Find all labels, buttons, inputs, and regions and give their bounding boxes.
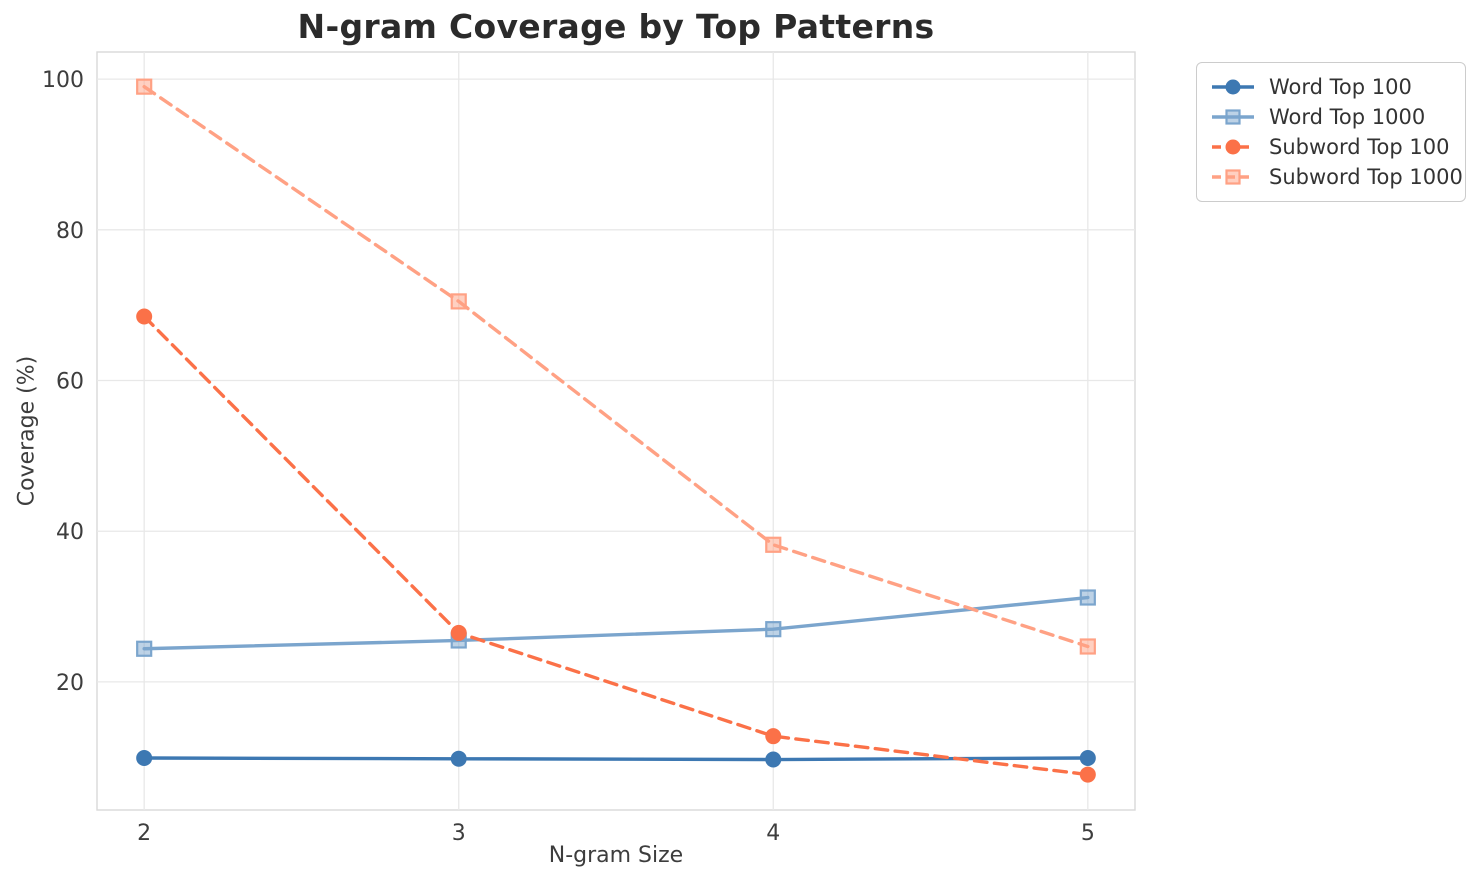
legend-swatch-word-top-100 bbox=[1212, 79, 1254, 95]
y-axis-label: Coverage (%) bbox=[14, 355, 40, 507]
marker-subword-top-100-x3 bbox=[450, 624, 467, 641]
legend-label: Subword Top 1000 bbox=[1269, 165, 1463, 189]
legend-label: Word Top 1000 bbox=[1269, 105, 1426, 129]
y-tick-label-40: 40 bbox=[56, 520, 84, 545]
marker-subword-top-1000-x3 bbox=[450, 293, 467, 310]
plot-area bbox=[96, 51, 1136, 811]
series-line-word-top-100 bbox=[142, 756, 1090, 762]
marker-word-top-100-x4 bbox=[765, 751, 782, 768]
marker-word-top-100-x5 bbox=[1079, 750, 1096, 767]
marker-subword-top-1000-x4 bbox=[765, 536, 782, 553]
y-tick-label-20: 20 bbox=[56, 671, 84, 696]
series-line-word-top-1000 bbox=[142, 595, 1090, 651]
legend-marker-word-top-1000 bbox=[1225, 109, 1241, 125]
x-tick-label-2: 2 bbox=[137, 821, 151, 846]
marker-word-top-1000-x5 bbox=[1079, 589, 1096, 606]
marker-word-top-1000-x4 bbox=[765, 621, 782, 638]
marker-subword-top-100-x4 bbox=[765, 728, 782, 745]
x-tick-label-4: 4 bbox=[766, 821, 780, 846]
marker-subword-top-1000-x5 bbox=[1079, 638, 1096, 655]
legend-item-word-top-1000: Word Top 1000 bbox=[1209, 102, 1453, 132]
legend-swatch-subword-top-1000 bbox=[1212, 169, 1254, 185]
marker-subword-top-1000-x2 bbox=[136, 78, 153, 95]
y-tick-label-80: 80 bbox=[56, 219, 84, 244]
legend-item-word-top-100: Word Top 100 bbox=[1209, 72, 1453, 102]
marker-word-top-100-x3 bbox=[450, 750, 467, 767]
legend: Word Top 100 Word Top 1000 Subword Top 1… bbox=[1196, 62, 1466, 202]
legend-swatch-word-top-1000 bbox=[1212, 109, 1254, 125]
marker-subword-top-100-x5 bbox=[1079, 766, 1096, 783]
y-tick-label-100: 100 bbox=[42, 68, 84, 93]
x-tick-label-5: 5 bbox=[1081, 821, 1095, 846]
legend-label: Subword Top 100 bbox=[1269, 135, 1450, 159]
marker-subword-top-100-x2 bbox=[136, 308, 153, 325]
legend-label: Word Top 100 bbox=[1269, 75, 1412, 99]
series-line-subword-top-100 bbox=[142, 314, 1090, 777]
legend-swatch-subword-top-100 bbox=[1212, 139, 1254, 155]
y-tick-label-60: 60 bbox=[56, 370, 84, 395]
x-tick-label-3: 3 bbox=[452, 821, 466, 846]
x-axis-label: N-gram Size bbox=[548, 843, 684, 868]
series-line-subword-top-1000 bbox=[142, 84, 1090, 649]
marker-word-top-100-x2 bbox=[136, 750, 153, 767]
legend-marker-subword-top-100 bbox=[1225, 139, 1241, 155]
legend-marker-subword-top-1000 bbox=[1225, 169, 1241, 185]
marker-word-top-1000-x2 bbox=[136, 640, 153, 657]
legend-item-subword-top-1000: Subword Top 1000 bbox=[1209, 162, 1463, 192]
chart-title: N-gram Coverage by Top Patterns bbox=[297, 7, 935, 46]
legend-marker-word-top-100 bbox=[1225, 79, 1241, 95]
legend-item-subword-top-100: Subword Top 100 bbox=[1209, 132, 1453, 162]
